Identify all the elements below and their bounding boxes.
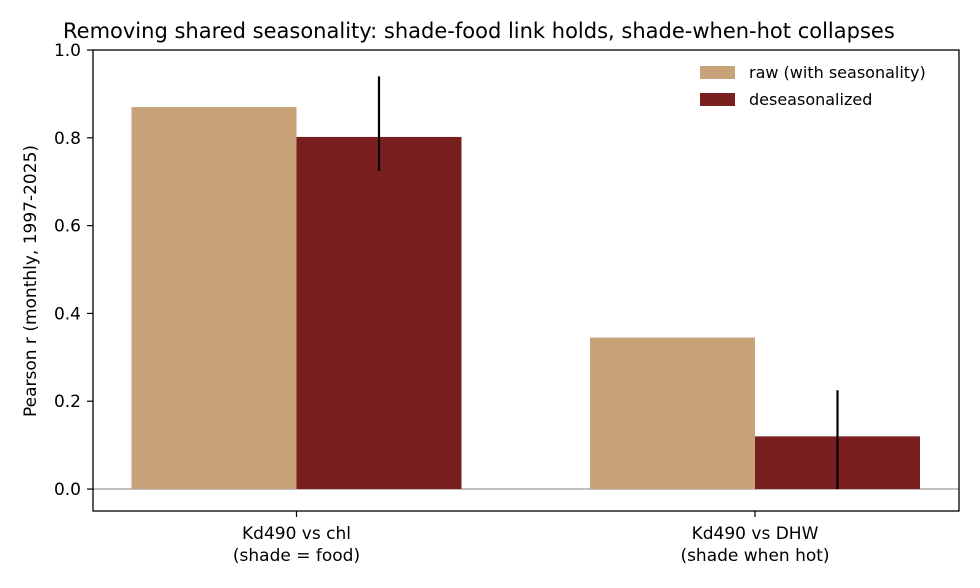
x-tick-label: Kd490 vs chl — [242, 524, 351, 544]
legend-swatch — [700, 66, 735, 79]
x-tick-label: (shade = food) — [233, 546, 360, 566]
legend-label: raw (with seasonality) — [749, 63, 926, 82]
bar — [590, 337, 755, 490]
y-axis-label: Pearson r (monthly, 1997-2025) — [21, 145, 41, 417]
y-tick-label: 1.0 — [54, 41, 81, 61]
plot-area: 0.0 0.2 0.4 0.6 0.8 1.0 Kd490 vs chl(shade = f… — [54, 41, 959, 566]
y-tick-label: 0.8 — [54, 129, 81, 149]
y-tick-label: 0.4 — [54, 304, 81, 324]
x-tick-label: Kd490 vs DHW — [692, 524, 819, 544]
y-tick-label: 0.2 — [54, 392, 81, 412]
legend-swatch — [700, 93, 735, 106]
x-tick-label: (shade when hot) — [680, 546, 829, 566]
bar — [296, 136, 462, 490]
axes-frame — [92, 49, 960, 512]
y-tick-label: 0.0 — [54, 480, 81, 500]
bar — [131, 107, 297, 490]
legend-label: deseasonalized — [749, 90, 872, 109]
y-tick-label: 0.6 — [54, 217, 81, 237]
legend: raw (with seasonality) deseasonalized — [700, 63, 926, 109]
chart-title: Removing shared seasonality: shade-food … — [63, 19, 895, 43]
